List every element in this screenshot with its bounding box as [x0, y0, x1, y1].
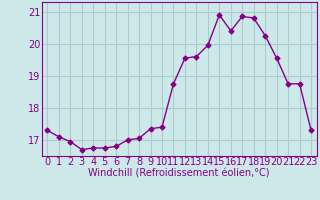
X-axis label: Windchill (Refroidissement éolien,°C): Windchill (Refroidissement éolien,°C)	[88, 169, 270, 179]
